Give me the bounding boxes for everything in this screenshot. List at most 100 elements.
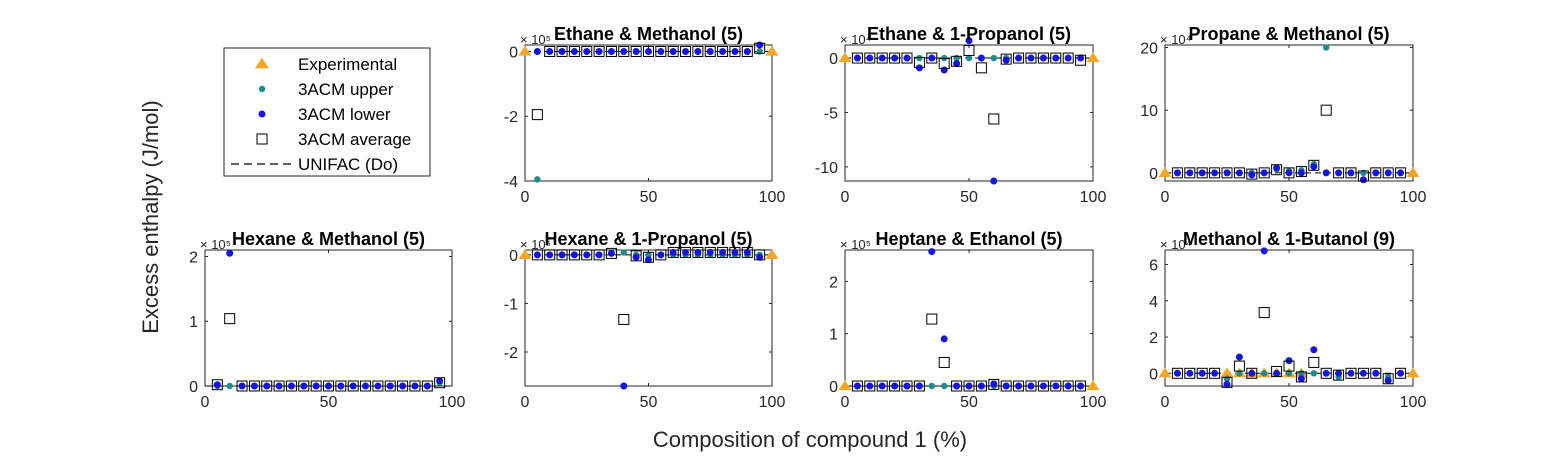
x-tick-label: 0 bbox=[521, 394, 530, 411]
lower-point bbox=[436, 377, 444, 385]
lower-point bbox=[1223, 169, 1231, 177]
average-point bbox=[593, 249, 605, 261]
lower-point bbox=[620, 382, 628, 390]
y-exponent-label: × 10⁵ bbox=[520, 32, 551, 47]
x-tick-label: 0 bbox=[1161, 189, 1170, 206]
lower-point bbox=[275, 382, 283, 390]
experimental-point bbox=[1406, 167, 1420, 177]
average-point bbox=[1258, 307, 1270, 319]
average-point bbox=[581, 249, 593, 261]
average-point bbox=[1258, 167, 1270, 179]
average-point bbox=[741, 246, 753, 258]
plot-area bbox=[1164, 44, 1414, 182]
average-point bbox=[397, 380, 409, 392]
lower-point bbox=[669, 47, 677, 55]
x-tick-label: 50 bbox=[1280, 189, 1298, 206]
lower-point bbox=[1297, 169, 1305, 177]
y-tick-label: 1 bbox=[829, 327, 838, 344]
lower-point bbox=[645, 47, 652, 55]
lower-point bbox=[570, 251, 578, 259]
average-point bbox=[1062, 52, 1074, 64]
lower-point bbox=[632, 253, 640, 261]
average-point bbox=[1075, 380, 1087, 392]
x-tick-label: 100 bbox=[1080, 394, 1107, 411]
lower-point bbox=[1297, 375, 1305, 383]
average-point bbox=[1320, 367, 1332, 379]
average-point bbox=[335, 380, 347, 392]
average-point bbox=[926, 313, 938, 325]
x-tick-label: 50 bbox=[960, 394, 978, 411]
lower-point bbox=[928, 248, 936, 256]
lower-point bbox=[1077, 54, 1085, 62]
lower-point bbox=[411, 382, 419, 390]
average-point bbox=[544, 249, 556, 261]
lower-point bbox=[399, 382, 407, 390]
average-point bbox=[593, 45, 605, 57]
experimental-point bbox=[838, 52, 852, 63]
average-point bbox=[248, 380, 260, 392]
lower-point bbox=[1235, 169, 1243, 177]
y-tick-label: 0 bbox=[829, 379, 838, 396]
y-exponent-label: × 10⁵ bbox=[840, 237, 871, 252]
lower-point bbox=[977, 382, 985, 390]
legend-marker-3acm-average bbox=[256, 133, 268, 145]
average-point bbox=[864, 52, 876, 64]
panel-title: Heptane & Ethanol (5) bbox=[875, 229, 1062, 249]
lower-point bbox=[595, 251, 603, 259]
lower-point bbox=[1052, 382, 1060, 390]
average-point bbox=[1382, 167, 1394, 179]
lower-point bbox=[1235, 353, 1243, 361]
average-point bbox=[1013, 52, 1025, 64]
lower-point bbox=[1027, 54, 1035, 62]
lower-point bbox=[263, 382, 271, 390]
average-point bbox=[568, 249, 580, 261]
y-tick-label: 0 bbox=[509, 44, 518, 61]
lower-point bbox=[1077, 382, 1085, 390]
average-point bbox=[421, 380, 433, 392]
x-tick-label: 50 bbox=[1280, 394, 1298, 411]
y-tick-label: 6 bbox=[1149, 258, 1158, 275]
plot-area bbox=[204, 249, 453, 387]
lower-point bbox=[731, 248, 739, 256]
average-point bbox=[643, 45, 654, 57]
x-tick-label: 50 bbox=[640, 189, 658, 206]
x-tick-label: 100 bbox=[759, 189, 786, 206]
plot-area bbox=[524, 249, 773, 387]
average-point bbox=[1184, 367, 1196, 379]
experimental-point bbox=[1086, 52, 1100, 63]
lower-point bbox=[1397, 369, 1405, 377]
y-tick-label: -10 bbox=[815, 160, 838, 177]
average-point bbox=[655, 249, 667, 261]
x-tick-label: 0 bbox=[521, 189, 530, 206]
upper-point bbox=[965, 54, 973, 62]
average-point bbox=[384, 380, 396, 392]
lower-point bbox=[1223, 380, 1231, 388]
experimental-point bbox=[1086, 380, 1100, 391]
x-tick-label: 100 bbox=[1080, 189, 1107, 206]
lower-point bbox=[953, 59, 961, 67]
average-point bbox=[901, 380, 913, 392]
upper-point bbox=[1310, 370, 1318, 377]
average-point bbox=[963, 44, 975, 56]
lower-point bbox=[719, 248, 727, 256]
figure-y-label: Excess enthalpy (J/mol) bbox=[138, 100, 163, 334]
average-point bbox=[531, 109, 543, 121]
lower-point bbox=[1310, 346, 1318, 354]
lower-point bbox=[878, 54, 886, 62]
legend-label-3acm-lower: 3ACM lower bbox=[298, 105, 391, 124]
average-point bbox=[630, 250, 642, 262]
average-point bbox=[729, 45, 741, 57]
lower-point bbox=[558, 47, 566, 55]
average-point bbox=[1000, 53, 1012, 65]
average-point bbox=[926, 52, 938, 64]
average-point bbox=[1184, 167, 1196, 179]
average-point bbox=[1209, 367, 1221, 379]
lower-point bbox=[1002, 382, 1010, 390]
average-point bbox=[704, 45, 716, 57]
legend-label-3acm-upper: 3ACM upper bbox=[298, 80, 394, 99]
average-point bbox=[1283, 167, 1295, 179]
lower-point bbox=[669, 248, 677, 256]
legend-box bbox=[223, 47, 431, 177]
